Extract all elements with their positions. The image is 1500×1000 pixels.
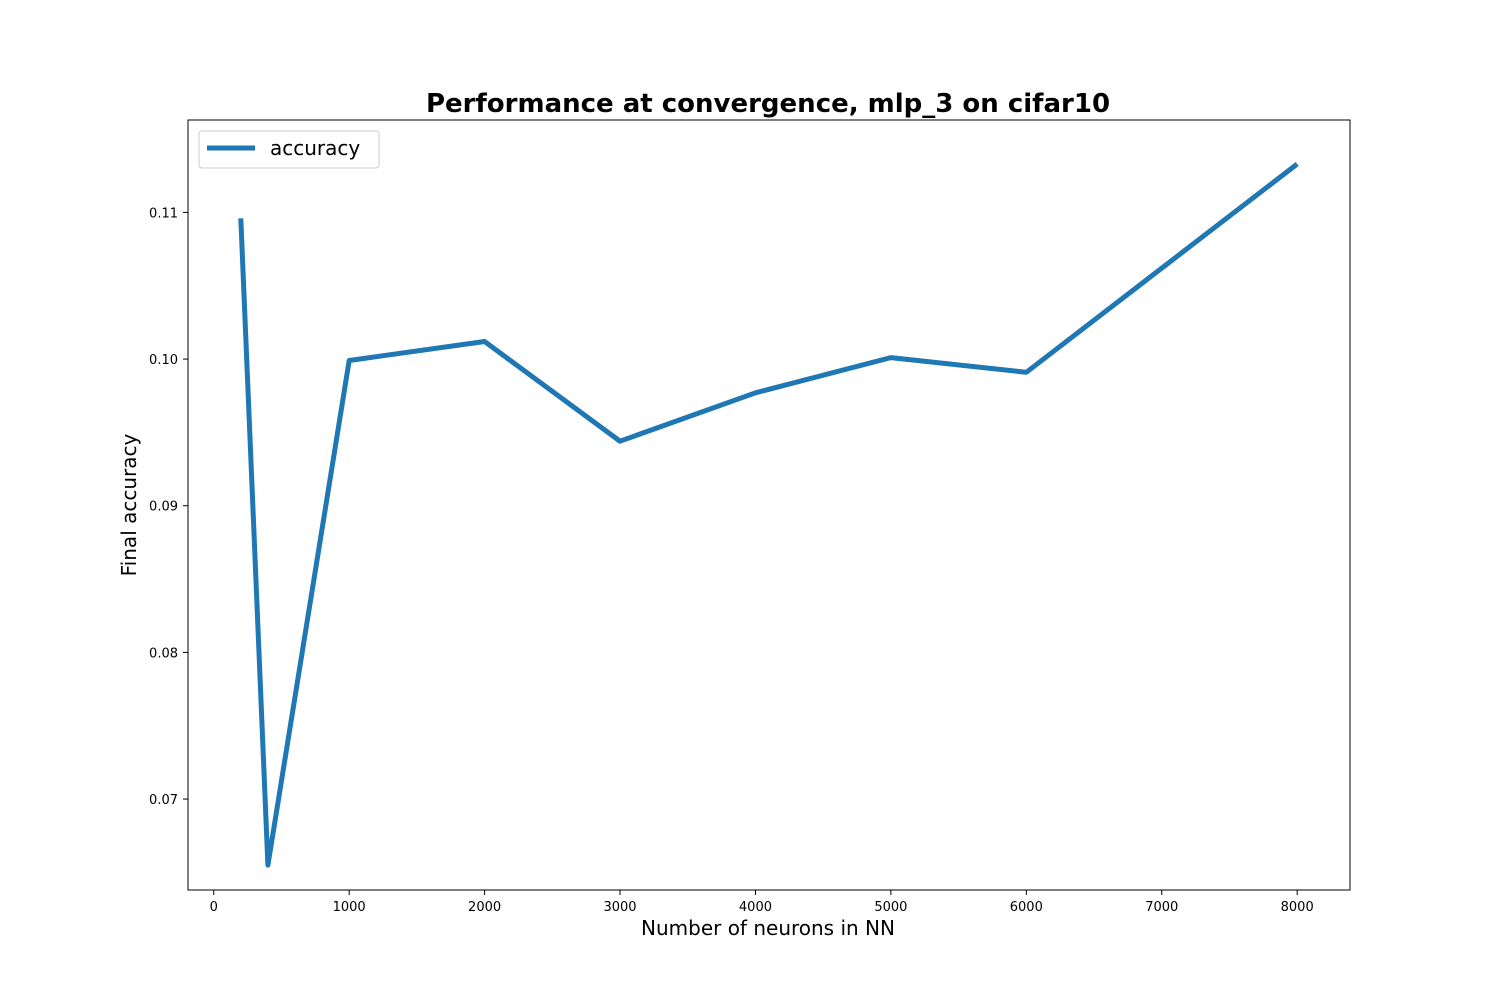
x-tick-label: 2000 [468, 900, 501, 915]
y-axis: 0.07 0.08 0.09 0.10 0.11 [149, 206, 188, 808]
x-axis: 0 1000 2000 3000 4000 5000 6000 7000 8000 [210, 890, 1314, 915]
x-tick-label: 7000 [1145, 900, 1178, 915]
plot-area [238, 162, 1299, 868]
data-point [1026, 372, 1027, 373]
y-tick-label: 0.10 [149, 353, 178, 368]
y-tick-label: 0.11 [149, 206, 178, 221]
x-tick-label: 8000 [1281, 900, 1314, 915]
data-point [890, 357, 891, 358]
x-tick-label: 0 [210, 900, 218, 915]
x-tick-label: 3000 [603, 900, 636, 915]
data-point [240, 218, 241, 219]
data-point [349, 360, 350, 361]
chart-title: Performance at convergence, mlp_3 on cif… [426, 89, 1110, 119]
legend-box [198, 130, 380, 169]
x-tick-label: 4000 [739, 900, 772, 915]
y-tick-label: 0.07 [149, 793, 178, 808]
x-tick-label: 6000 [1010, 900, 1043, 915]
x-axis-label: Number of neurons in NN [641, 916, 895, 940]
plot-frame [187, 119, 1351, 891]
series-line-accuracy [238, 162, 1299, 868]
x-tick-label: 1000 [333, 900, 366, 915]
data-point [755, 392, 756, 393]
data-point [267, 865, 268, 866]
data-point [484, 341, 485, 342]
legend-label-accuracy: accuracy [270, 136, 360, 160]
y-tick-label: 0.08 [149, 646, 178, 661]
x-tick-label: 5000 [874, 900, 907, 915]
y-axis-label: Final accuracy [117, 433, 141, 576]
data-point [620, 441, 621, 442]
legend: accuracy [198, 130, 380, 169]
y-tick-label: 0.09 [149, 500, 178, 515]
data-point [1297, 164, 1298, 165]
